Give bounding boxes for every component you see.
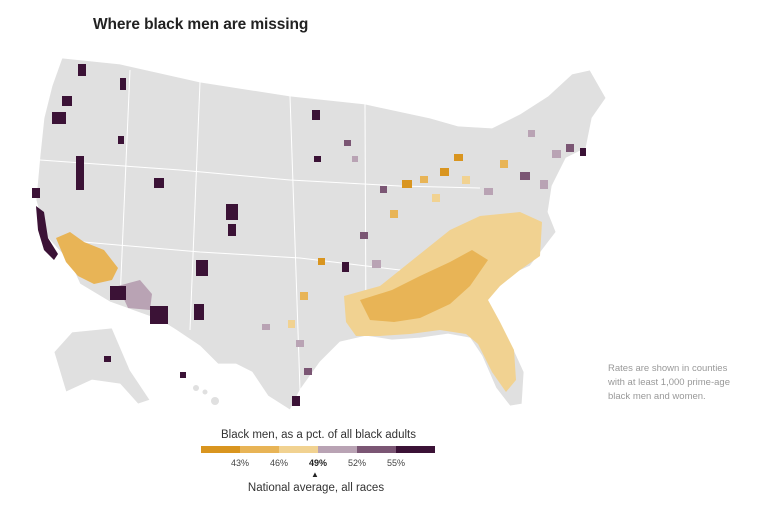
map-title: Where black men are missing bbox=[93, 16, 309, 33]
methodology-note: Rates are shown in counties with at leas… bbox=[608, 363, 730, 402]
dark-counties-west bbox=[32, 64, 321, 406]
alaska-land bbox=[53, 327, 151, 405]
southeast-dark-orange-belt bbox=[360, 250, 488, 322]
national-average-marker-icon: ▲ bbox=[311, 470, 319, 479]
hawaii-land bbox=[193, 385, 219, 405]
national-average-label: National average, all races bbox=[247, 482, 385, 494]
legend-swatch-3 bbox=[318, 446, 357, 453]
county-clusters bbox=[262, 130, 586, 375]
legend-tick-52: 52% bbox=[347, 458, 367, 468]
legend-tick-46: 46% bbox=[269, 458, 289, 468]
legend-swatch-2 bbox=[279, 446, 318, 453]
legend-tick-55: 55% bbox=[386, 458, 406, 468]
legend-swatch-5 bbox=[396, 446, 435, 453]
california-orange bbox=[56, 232, 118, 284]
arizona-purple bbox=[118, 280, 152, 310]
legend-swatch-1 bbox=[240, 446, 279, 453]
legend-title: Black men, as a pct. of all black adults bbox=[221, 429, 416, 441]
legend-tick-49: 49% bbox=[308, 458, 328, 468]
legend-swatch-0 bbox=[201, 446, 240, 453]
legend-swatch-4 bbox=[357, 446, 396, 453]
legend-tick-43: 43% bbox=[230, 458, 250, 468]
california-coast-dark bbox=[36, 206, 58, 260]
legend-color-scale bbox=[201, 446, 435, 453]
